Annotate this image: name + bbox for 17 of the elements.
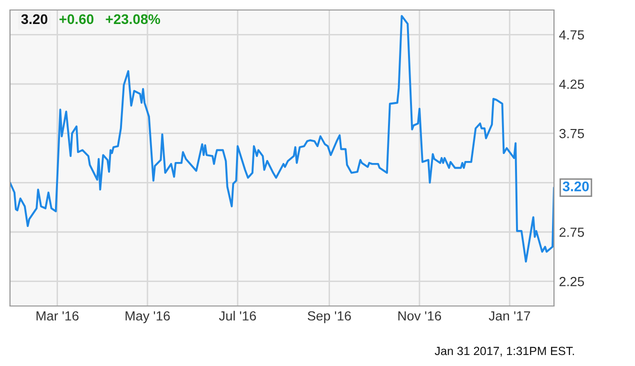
y-tick-label: 4.25 <box>559 80 584 89</box>
annotation: +0.60 <box>59 14 94 24</box>
y-tick-label: 2.25 <box>560 276 584 286</box>
y-tick-label: 4.75 <box>559 30 584 40</box>
text: Jan 31 2017, 1:31PM EST. <box>434 346 574 357</box>
x-tick-label: Jul '16 <box>218 310 256 321</box>
x-tick-label: Jan '17 <box>488 311 530 321</box>
x-tick-label: Nov '16 <box>398 311 442 321</box>
x-tick-label: Mar '16 <box>36 311 79 321</box>
y-tick-label: 2.75 <box>560 228 584 237</box>
annotation: +23.08% <box>106 14 160 24</box>
x-tick-label: May '16 <box>126 311 170 324</box>
annotation: 3.20 <box>21 14 48 24</box>
x-tick-label: Sep '16 <box>308 311 351 324</box>
line-series <box>10 14 554 263</box>
annotation: 3.20 <box>562 181 589 192</box>
y-tick-label: 3.75 <box>559 128 584 138</box>
